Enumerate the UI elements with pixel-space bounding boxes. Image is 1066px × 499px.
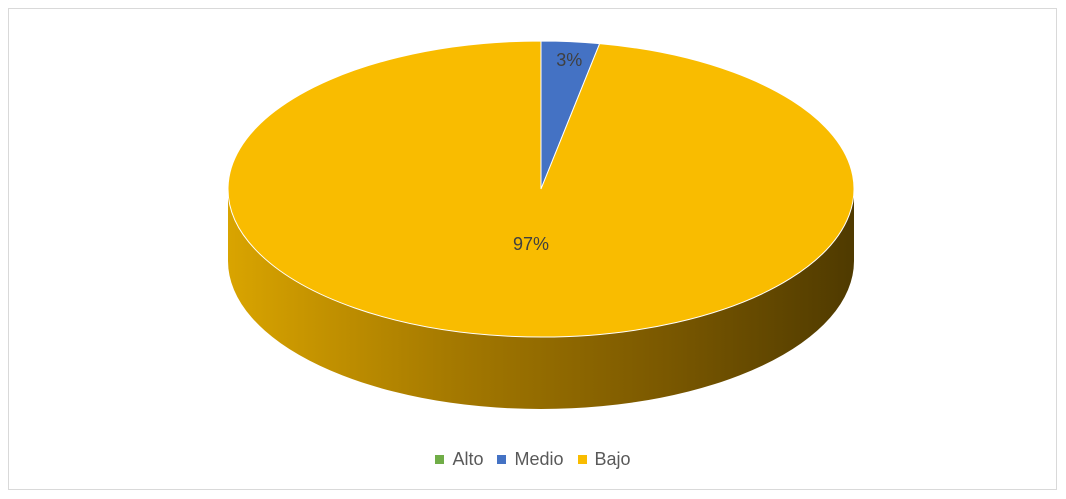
legend-swatch-alto: [435, 455, 445, 464]
pie-side-wall: [228, 189, 854, 409]
legend-label-bajo: Bajo: [594, 449, 631, 469]
legend-entry-alto: Alto: [435, 449, 483, 470]
pie-slice-bajo: [227, 40, 855, 338]
legend-label-medio: Medio: [514, 449, 564, 469]
legend-entry-bajo: Bajo: [577, 449, 631, 470]
legend-label-alto: Alto: [452, 449, 484, 469]
legend-swatch-medio: [497, 455, 507, 464]
data-label-bajo: 97%: [513, 234, 549, 254]
pie-data-labels: 3% 97%: [513, 50, 582, 254]
pie-top-face: [227, 40, 855, 338]
legend-swatch-bajo: [577, 455, 587, 464]
chart-legend: Alto Medio Bajo: [0, 449, 1066, 470]
data-label-medio: 3%: [556, 50, 582, 70]
legend-entry-medio: Medio: [497, 449, 564, 470]
pie-side-bajo: [228, 189, 854, 409]
